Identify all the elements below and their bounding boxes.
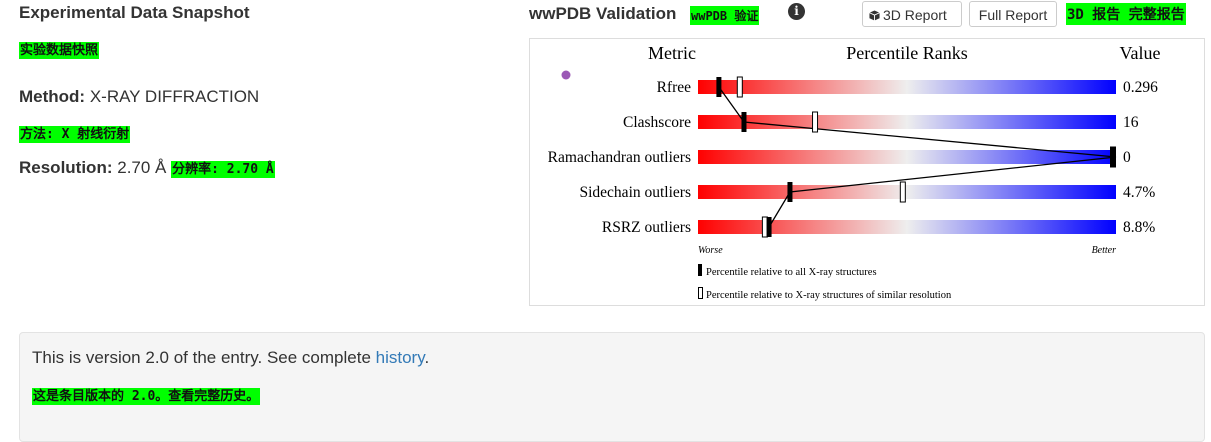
header-value: Value xyxy=(1120,43,1161,63)
percentile-chart: Metric Percentile Ranks Value Rfree 0.296… xyxy=(529,38,1205,306)
legend-similar-text: Percentile relative to X-ray structures … xyxy=(706,290,952,301)
resolution-row: Resolution: 2.70 Å 分辨率: 2.70 Å xyxy=(19,158,275,178)
method-cn: 方法: X 射线衍射 xyxy=(19,126,131,143)
history-text-before: This is version 2.0 of the entry. See co… xyxy=(32,348,376,367)
history-text-after: . xyxy=(424,348,430,367)
metric-label-ramachandran-outliers: Ramachandran outliers xyxy=(548,149,691,166)
resolution-label: Resolution: xyxy=(19,158,113,177)
3d-report-button[interactable]: 3D Report xyxy=(862,1,962,27)
resolution-value: 2.70 Å xyxy=(117,158,167,177)
marker-all-clashscore xyxy=(741,112,747,132)
marker-similar-clashscore xyxy=(812,111,819,133)
method-value: X-RAY DIFFRACTION xyxy=(89,87,260,106)
cube-icon xyxy=(869,10,880,21)
full-report-label: Full Report xyxy=(978,7,1048,23)
metric-value-sidechain-outliers: 4.7% xyxy=(1123,184,1155,201)
marker-all-rfree xyxy=(716,77,722,97)
metric-label-rsrz-outliers: RSRZ outliers xyxy=(602,219,691,236)
full-report-button[interactable]: Full Report xyxy=(969,1,1057,27)
legend-all-text: Percentile relative to all X-ray structu… xyxy=(706,267,877,278)
header-metric: Metric xyxy=(648,43,696,63)
snapshot-title: Experimental Data Snapshot xyxy=(19,3,250,22)
validation-header: wwPDB Validation wwPDB 验证 i 3D Report Fu… xyxy=(529,0,1209,30)
history-panel: This is version 2.0 of the entry. See co… xyxy=(19,332,1205,442)
validation-title-cn: wwPDB 验证 xyxy=(690,6,760,25)
3d-report-label: 3D Report xyxy=(883,7,947,23)
header-ranks: Percentile Ranks xyxy=(846,43,967,63)
report-buttons-cn: 3D 报告 完整报告 xyxy=(1066,3,1186,25)
percentile-bar-rfree xyxy=(698,80,1116,94)
info-circle-icon[interactable]: i xyxy=(788,3,805,20)
validation-title: wwPDB Validation xyxy=(529,4,677,23)
snapshot-title-cn: 实验数据快照 xyxy=(19,42,100,59)
legend-all-marker-icon xyxy=(698,264,702,276)
marker-similar-rfree xyxy=(736,76,743,98)
metric-label-rfree: Rfree xyxy=(657,79,692,96)
resolution-cn: 分辨率: 2.70 Å xyxy=(171,161,275,178)
marker-all-rsrz-outliers xyxy=(766,217,772,237)
percentile-bar-rsrz-outliers xyxy=(698,220,1116,234)
legend-dot-icon xyxy=(561,70,571,80)
metric-label-sidechain-outliers: Sidechain outliers xyxy=(580,184,692,201)
percentile-bar-clashscore xyxy=(698,115,1116,129)
metric-value-rsrz-outliers: 8.8% xyxy=(1123,219,1155,236)
metric-value-clashscore: 16 xyxy=(1123,114,1139,131)
metric-label-clashscore: Clashscore xyxy=(623,114,691,131)
percentile-chart-svg: Metric Percentile Ranks Value Rfree 0.296… xyxy=(548,43,1161,301)
marker-similar-sidechain-outliers xyxy=(899,181,906,203)
better-label: Better xyxy=(1092,245,1117,256)
metric-value-ramachandran-outliers: 0 xyxy=(1123,149,1131,166)
marker-all-sidechain-outliers xyxy=(787,182,793,202)
worse-label: Worse xyxy=(698,245,723,256)
marker-all-ramachandran-outliers xyxy=(1110,147,1116,167)
method-label: Method: xyxy=(19,87,86,106)
history-link[interactable]: history xyxy=(375,348,425,367)
percentile-bar-ramachandran-outliers xyxy=(698,150,1116,164)
history-cn: 这是条目版本的 2.0。查看完整历史。 xyxy=(32,388,261,405)
history-text: This is version 2.0 of the entry. See co… xyxy=(32,348,429,368)
percentile-bar-sidechain-outliers xyxy=(698,185,1116,199)
legend-similar-marker-icon xyxy=(698,287,703,299)
metric-value-rfree: 0.296 xyxy=(1123,79,1158,96)
method-row: Method: X-RAY DIFFRACTION xyxy=(19,87,259,107)
